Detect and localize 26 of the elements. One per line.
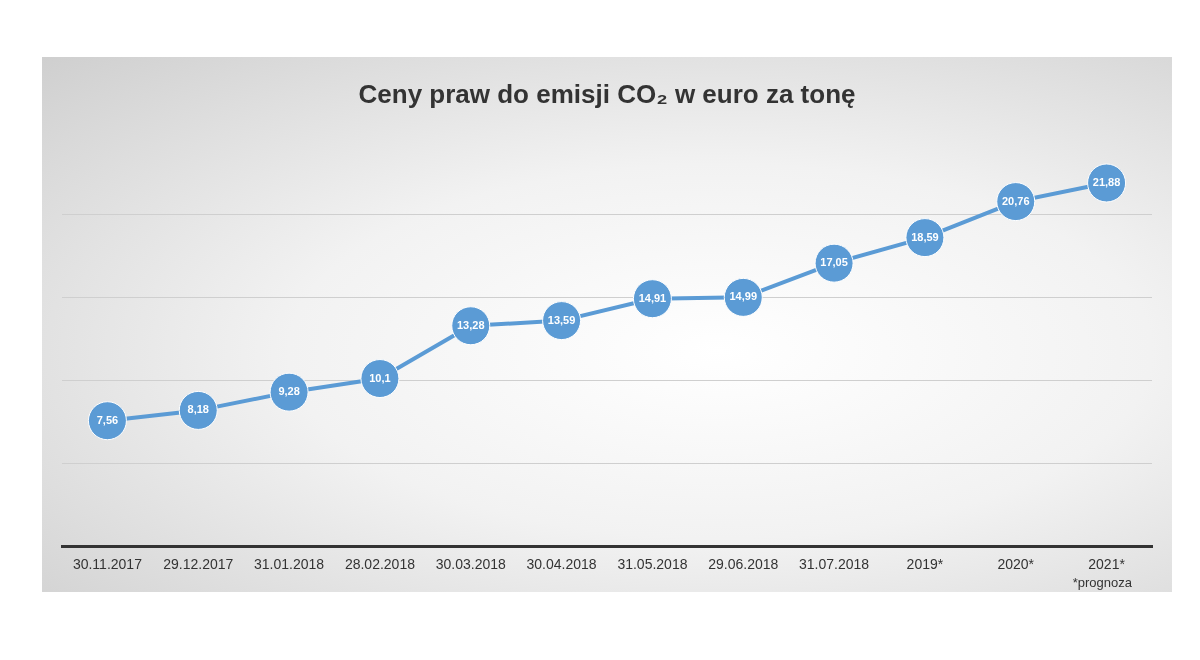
- data-label: 17,05: [820, 256, 848, 269]
- data-label: 8,18: [187, 403, 209, 416]
- data-label: 9,28: [278, 385, 300, 398]
- x-tick-label: 30.11.2017: [72, 556, 143, 573]
- x-tick-label: 31.07.2018: [799, 556, 870, 573]
- data-label: 14,99: [729, 290, 758, 303]
- x-tick-label: 30.03.2018: [435, 556, 506, 573]
- chart-title: Ceny praw do emisji CO₂ w euro za tonę: [358, 78, 856, 109]
- x-tick-label: 29.06.2018: [708, 556, 779, 573]
- x-tick-label: 31.05.2018: [617, 556, 688, 573]
- data-label: 7,56: [96, 413, 119, 426]
- data-label: 20,76: [1001, 194, 1030, 207]
- data-label: 14,91: [638, 291, 667, 304]
- data-label: 13,59: [547, 313, 576, 326]
- x-tick-label: 31.01.2018: [254, 556, 325, 573]
- x-tick-label: 29.12.2017: [163, 556, 234, 573]
- data-label: 21,88: [1092, 176, 1121, 189]
- x-tick-label: 28.02.2018: [344, 556, 416, 573]
- data-label: 10,1: [369, 371, 391, 384]
- x-tick-label: 2021*: [1088, 556, 1126, 573]
- x-tick-label: 2019*: [906, 556, 944, 573]
- data-label: 18,59: [911, 230, 939, 243]
- x-tick-label: 30.04.2018: [526, 556, 597, 573]
- x-tick-label: 2020*: [997, 556, 1035, 573]
- text: *prognoza: [1072, 575, 1132, 590]
- data-label: 13,28: [456, 318, 485, 331]
